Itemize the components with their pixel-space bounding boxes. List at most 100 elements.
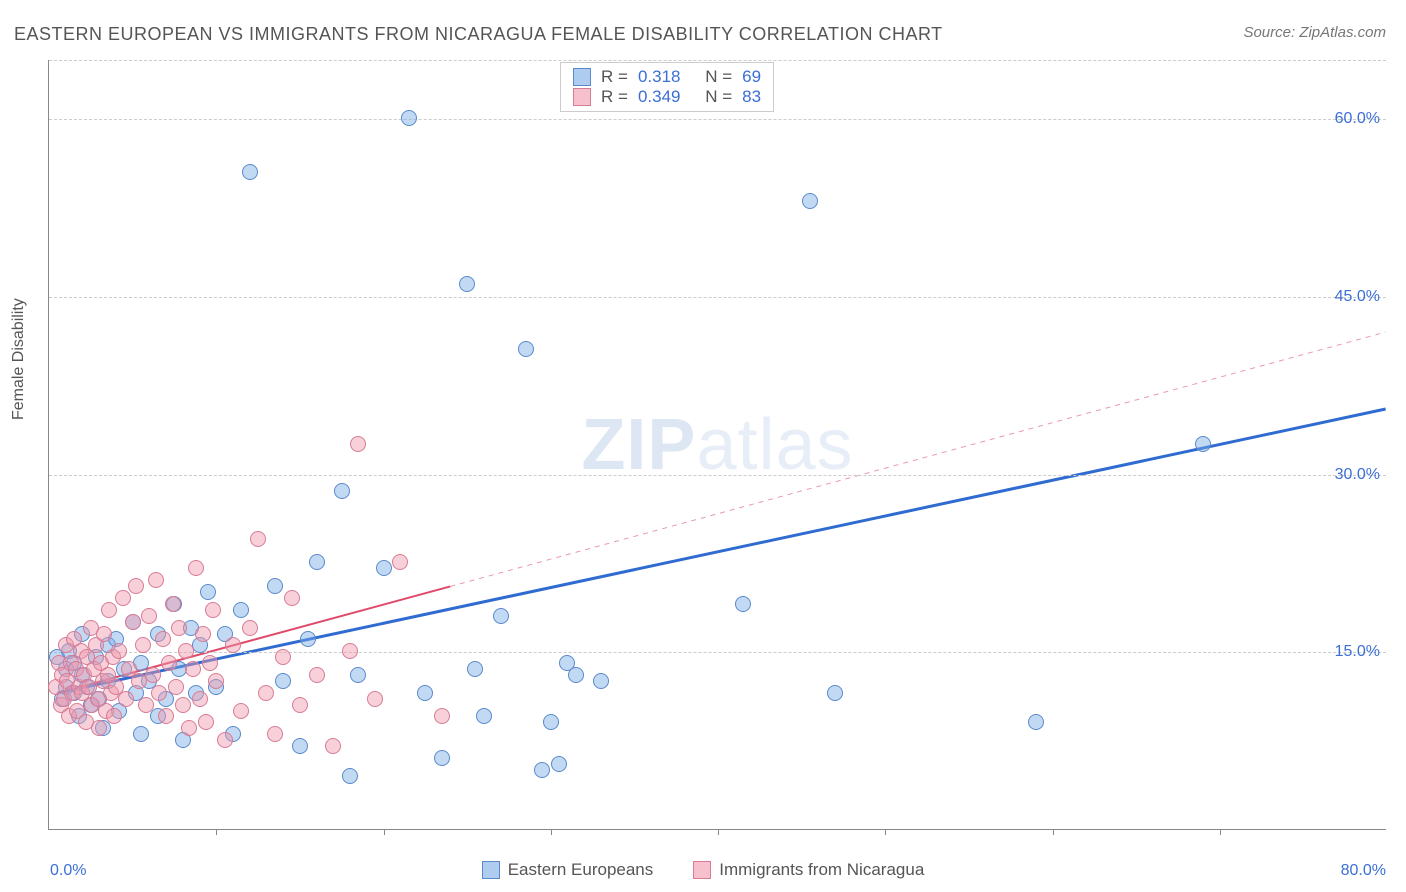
data-point: [115, 590, 131, 606]
data-point: [367, 691, 383, 707]
data-point: [181, 720, 197, 736]
data-point: [161, 655, 177, 671]
gridline: [49, 119, 1386, 120]
data-point: [350, 436, 366, 452]
swatch-blue-icon: [573, 68, 591, 86]
data-point: [202, 655, 218, 671]
gridline: [49, 60, 1386, 61]
data-point: [225, 637, 241, 653]
data-point: [192, 691, 208, 707]
data-point: [392, 554, 408, 570]
data-point: [91, 720, 107, 736]
x-tick: [718, 829, 719, 835]
swatch-blue-icon: [482, 861, 500, 879]
data-point: [827, 685, 843, 701]
data-point: [118, 691, 134, 707]
data-point: [434, 750, 450, 766]
data-point: [205, 602, 221, 618]
data-point: [135, 637, 151, 653]
x-tick: [216, 829, 217, 835]
y-tick-label: 45.0%: [1335, 288, 1380, 306]
data-point: [200, 584, 216, 600]
data-point: [138, 697, 154, 713]
data-point: [376, 560, 392, 576]
data-point: [401, 110, 417, 126]
swatch-pink-icon: [573, 88, 591, 106]
data-point: [242, 164, 258, 180]
legend-item-2: Immigrants from Nicaragua: [693, 860, 924, 880]
gridline: [49, 297, 1386, 298]
data-point: [208, 673, 224, 689]
data-point: [802, 193, 818, 209]
data-point: [334, 483, 350, 499]
legend-item-1: Eastern Europeans: [482, 860, 654, 880]
data-point: [133, 726, 149, 742]
data-point: [267, 578, 283, 594]
data-point: [145, 667, 161, 683]
data-point: [350, 667, 366, 683]
gridline: [49, 652, 1386, 653]
data-point: [292, 697, 308, 713]
stats-row-series1: R = 0.318 N = 69: [573, 67, 761, 87]
source-label: Source: ZipAtlas.com: [1243, 24, 1386, 41]
data-point: [188, 560, 204, 576]
stats-row-series2: R = 0.349 N = 83: [573, 87, 761, 107]
data-point: [178, 643, 194, 659]
data-point: [417, 685, 433, 701]
data-point: [593, 673, 609, 689]
data-point: [141, 608, 157, 624]
data-point: [106, 708, 122, 724]
data-point: [309, 554, 325, 570]
data-point: [342, 768, 358, 784]
correlation-stats-box: R = 0.318 N = 69 R = 0.349 N = 83: [560, 62, 774, 112]
data-point: [185, 661, 201, 677]
data-point: [175, 697, 191, 713]
swatch-pink-icon: [693, 861, 711, 879]
scatter-plot: ZIPatlas 15.0%30.0%45.0%60.0%: [48, 60, 1386, 830]
data-point: [233, 602, 249, 618]
data-point: [165, 596, 181, 612]
data-point: [96, 626, 112, 642]
data-point: [1195, 436, 1211, 452]
data-point: [128, 578, 144, 594]
data-point: [217, 732, 233, 748]
data-point: [1028, 714, 1044, 730]
data-point: [267, 726, 283, 742]
data-point: [155, 631, 171, 647]
x-tick: [1220, 829, 1221, 835]
data-point: [467, 661, 483, 677]
data-point: [342, 643, 358, 659]
data-point: [242, 620, 258, 636]
data-point: [459, 276, 475, 292]
data-point: [434, 708, 450, 724]
data-point: [309, 667, 325, 683]
data-point: [284, 590, 300, 606]
gridline: [49, 475, 1386, 476]
data-point: [158, 708, 174, 724]
data-point: [168, 679, 184, 695]
x-tick: [1053, 829, 1054, 835]
data-point: [171, 620, 187, 636]
chart-title: EASTERN EUROPEAN VS IMMIGRANTS FROM NICA…: [14, 24, 943, 45]
data-point: [493, 608, 509, 624]
data-point: [551, 756, 567, 772]
watermark: ZIPatlas: [581, 404, 853, 486]
x-tick: [551, 829, 552, 835]
data-point: [148, 572, 164, 588]
data-point: [151, 685, 167, 701]
data-point: [195, 626, 211, 642]
x-tick: [885, 829, 886, 835]
data-point: [476, 708, 492, 724]
data-point: [250, 531, 266, 547]
y-axis-label: Female Disability: [10, 298, 28, 420]
data-point: [275, 673, 291, 689]
data-point: [543, 714, 559, 730]
legend: Eastern Europeans Immigrants from Nicara…: [0, 860, 1406, 880]
data-point: [233, 703, 249, 719]
data-point: [735, 596, 751, 612]
y-tick-label: 15.0%: [1335, 643, 1380, 661]
data-point: [292, 738, 308, 754]
y-tick-label: 60.0%: [1335, 110, 1380, 128]
data-point: [300, 631, 316, 647]
data-point: [101, 602, 117, 618]
